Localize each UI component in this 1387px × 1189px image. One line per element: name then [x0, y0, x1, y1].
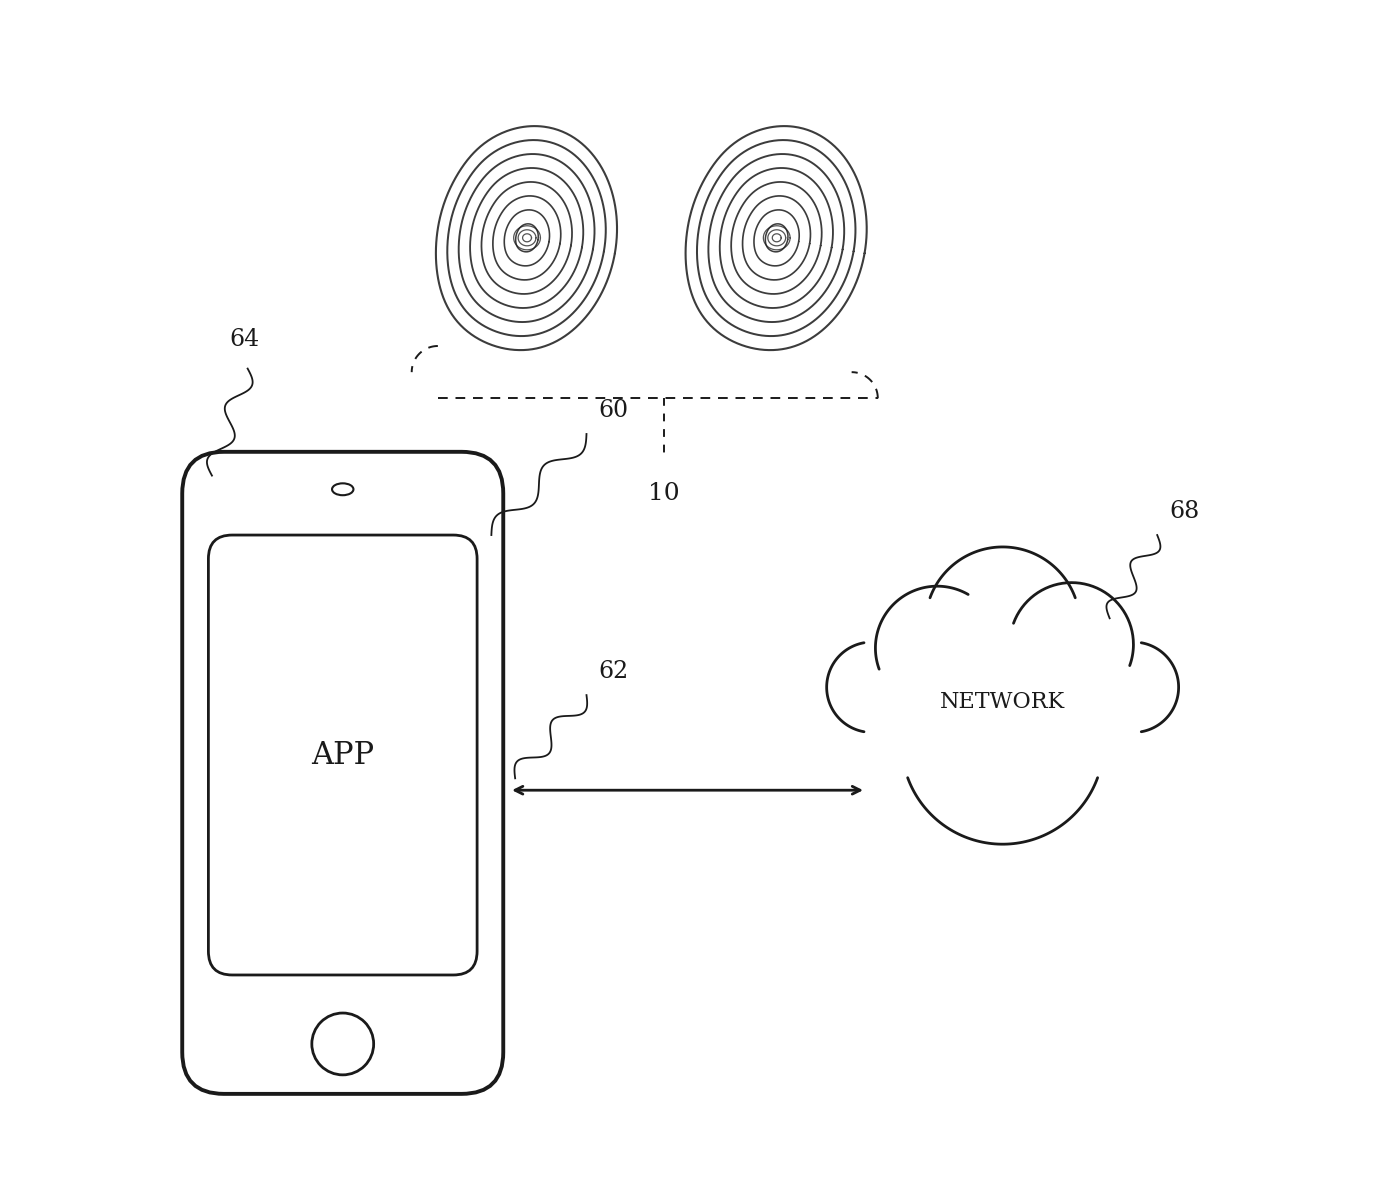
Text: NETWORK: NETWORK: [940, 691, 1065, 712]
FancyBboxPatch shape: [208, 535, 477, 975]
Text: APP: APP: [311, 740, 374, 770]
FancyBboxPatch shape: [182, 452, 503, 1094]
Text: 62: 62: [598, 660, 628, 684]
Text: 10: 10: [648, 482, 680, 504]
Text: 60: 60: [598, 400, 628, 422]
Text: 68: 68: [1169, 501, 1200, 523]
Text: 64: 64: [230, 328, 259, 351]
